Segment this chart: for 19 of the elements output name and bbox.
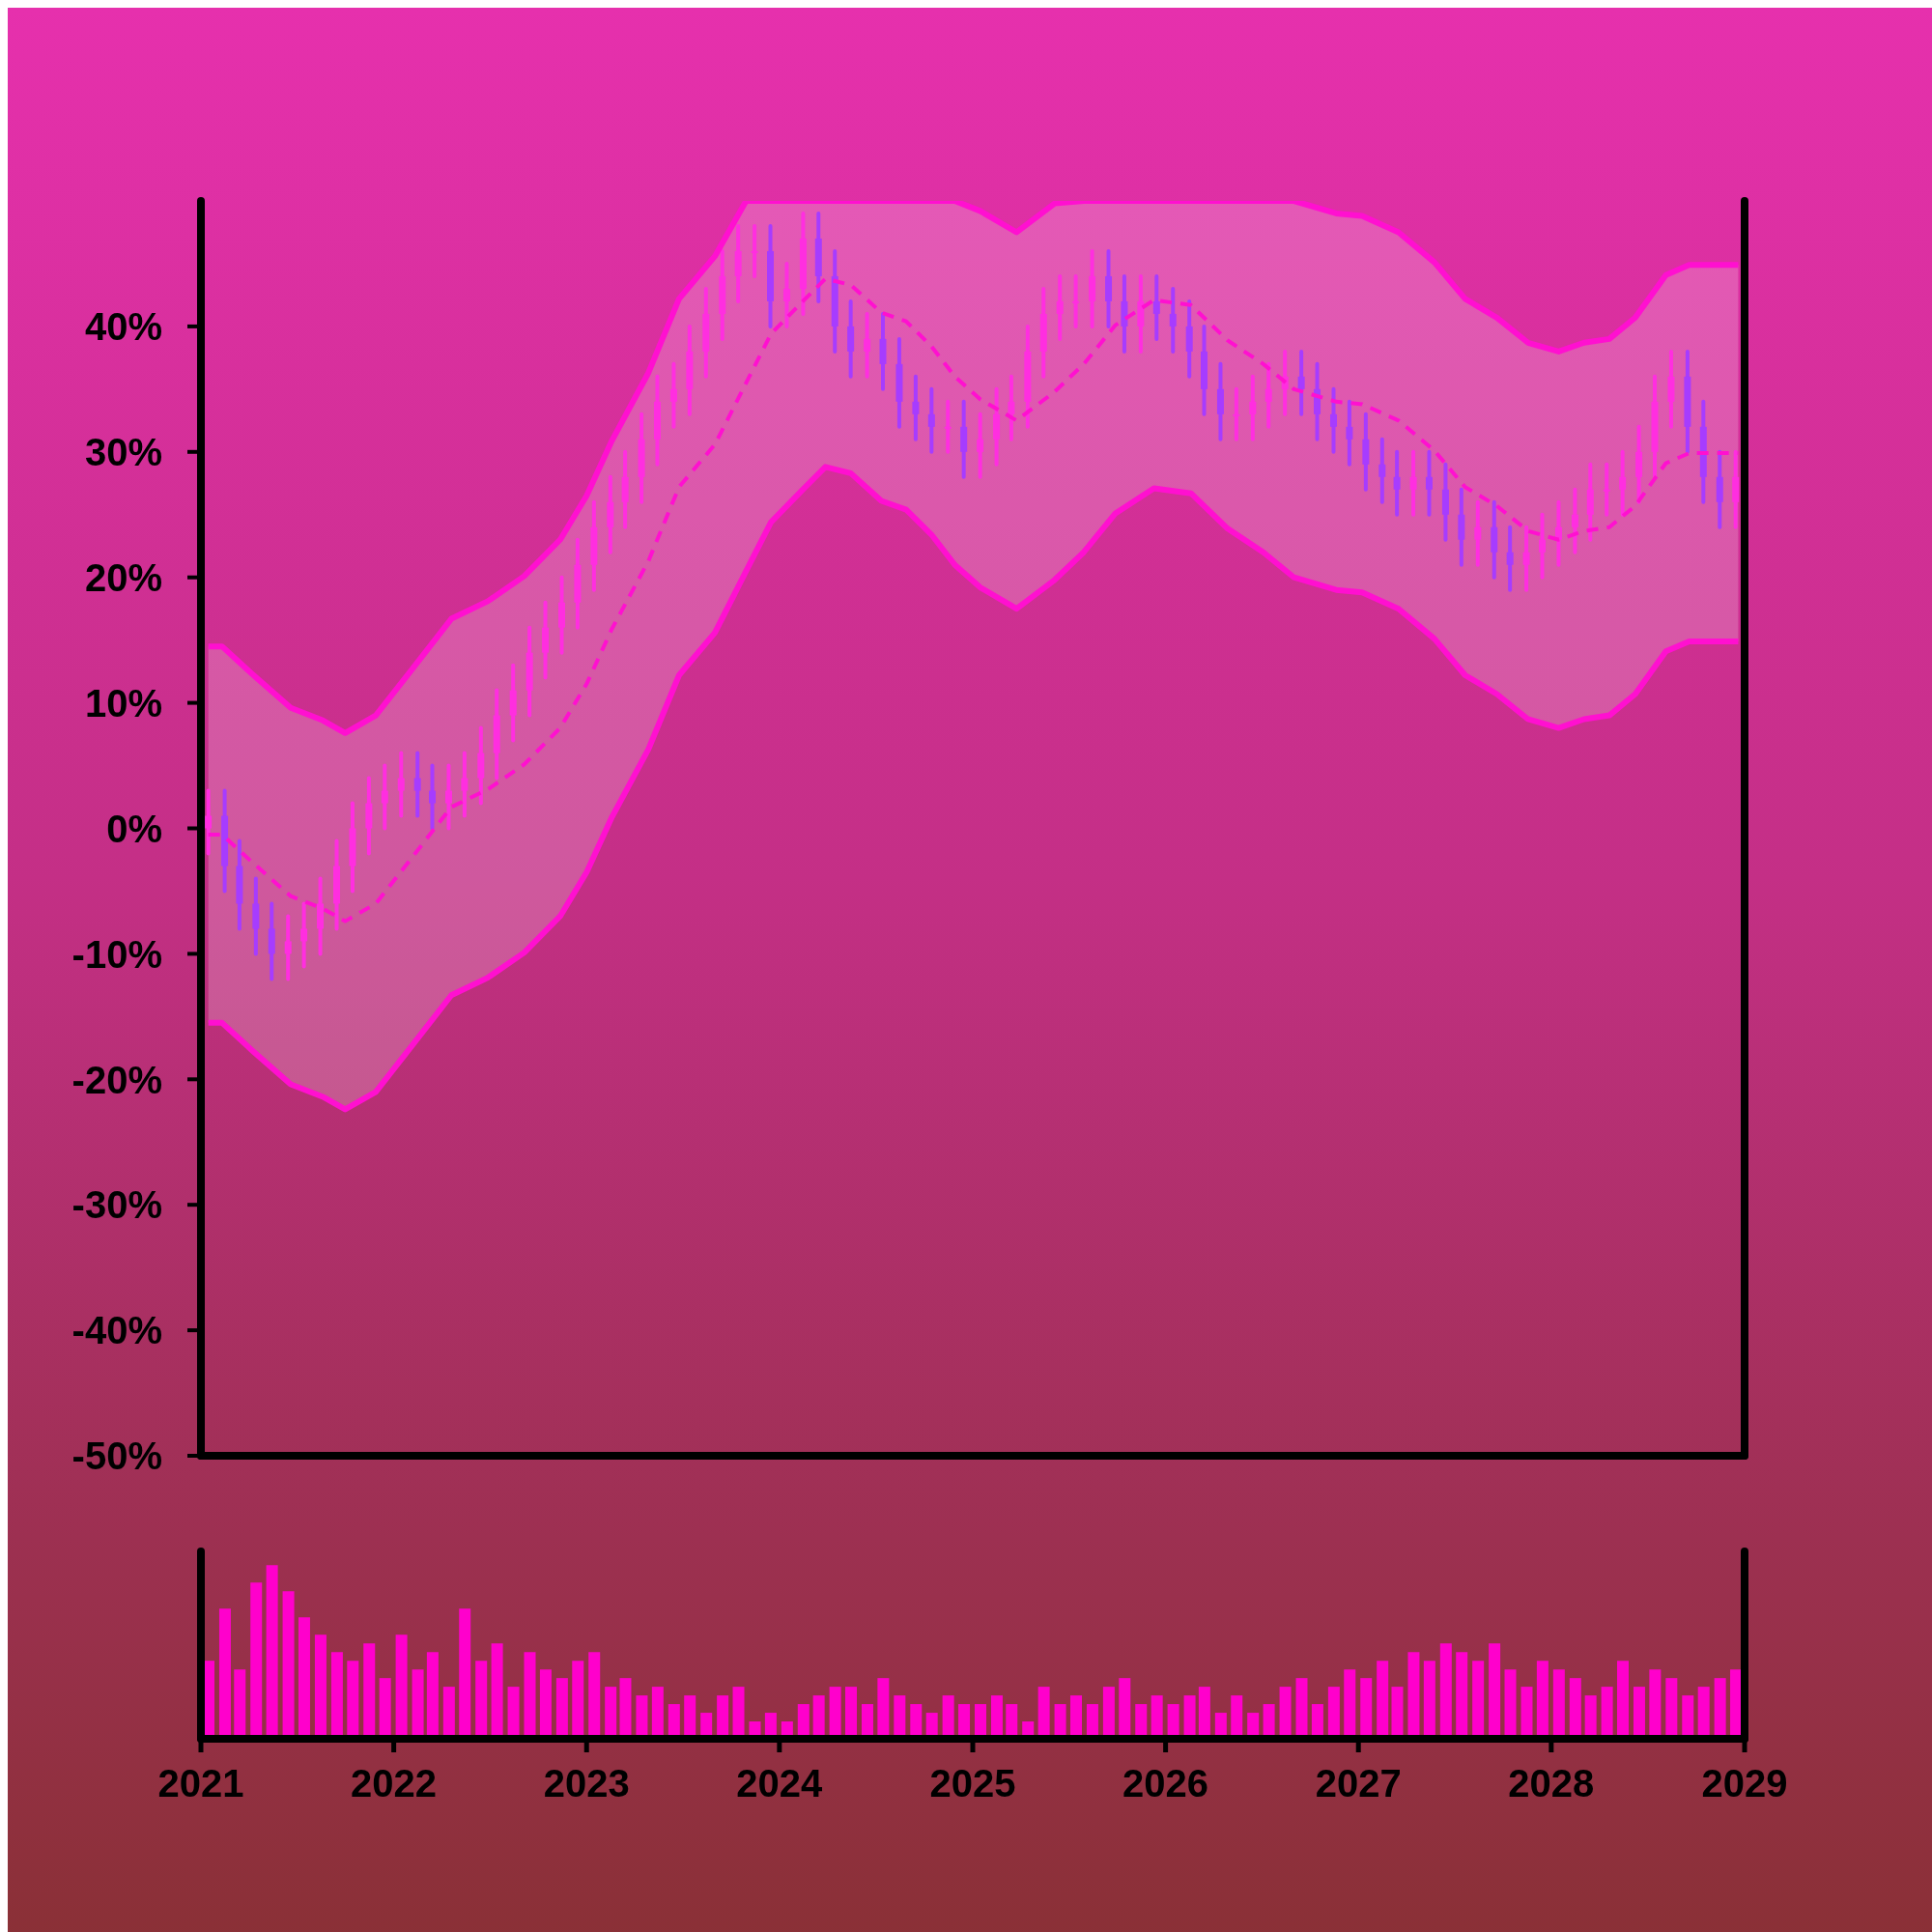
y-tick-label: 40% bbox=[84, 305, 162, 349]
y-tick-label: 20% bbox=[84, 555, 162, 599]
x-tick-label: 2024 bbox=[736, 1762, 824, 1805]
y-tick-label: -50% bbox=[71, 1435, 162, 1478]
x-tick-label: 2023 bbox=[543, 1762, 630, 1805]
y-tick-label: 30% bbox=[84, 431, 162, 473]
y-tick-label: 0% bbox=[106, 807, 162, 850]
x-tick-label: 2028 bbox=[1508, 1762, 1595, 1805]
y-tick-label: -10% bbox=[71, 932, 162, 976]
x-tick-label: 2026 bbox=[1122, 1762, 1209, 1805]
y-tick-label: -20% bbox=[71, 1058, 162, 1101]
x-tick-label: 2022 bbox=[351, 1762, 438, 1805]
x-tick-label: 2029 bbox=[1701, 1762, 1788, 1805]
y-tick-label: -30% bbox=[71, 1183, 162, 1227]
x-tick-label: 2027 bbox=[1315, 1762, 1402, 1805]
y-tick-label: 10% bbox=[84, 681, 162, 724]
x-tick-label: 2025 bbox=[929, 1762, 1016, 1805]
y-tick-label: -40% bbox=[71, 1309, 162, 1352]
x-tick-label: 2021 bbox=[157, 1762, 244, 1805]
